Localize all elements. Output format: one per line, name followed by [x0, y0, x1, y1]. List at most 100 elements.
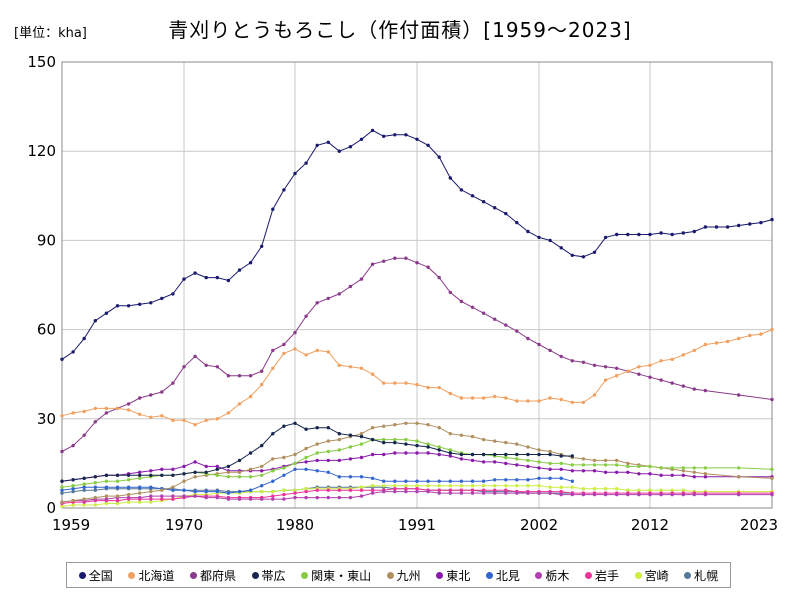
data-point: [193, 354, 197, 359]
data-point: [93, 420, 98, 424]
data-point: [559, 461, 563, 466]
data-point: [615, 470, 619, 474]
data-point: [160, 467, 164, 471]
data-point: [592, 487, 597, 491]
data-point: [437, 155, 441, 159]
data-point: [670, 492, 674, 497]
data-point: [548, 348, 552, 353]
data-point: [692, 475, 696, 479]
data-point: [237, 374, 242, 378]
data-point: [404, 437, 408, 442]
data-point: [60, 491, 64, 495]
data-point: [359, 475, 364, 479]
line-chart: 0 30 60 90 120 150 1959 1970 1980 1991 2002 2012 20…: [27, 53, 778, 534]
data-point: [481, 437, 486, 442]
data-point: [681, 231, 685, 235]
data-point: [248, 475, 253, 479]
data-point: [370, 452, 375, 457]
data-point: [359, 366, 364, 370]
data-point: [293, 491, 297, 495]
data-point: [448, 391, 452, 396]
data-point: [581, 492, 586, 497]
data-point: [659, 231, 663, 235]
data-point: [537, 476, 541, 480]
chart-title: 青刈りとうもろこし（作付面積）[1959〜2023]: [168, 18, 632, 42]
data-point: [337, 292, 341, 296]
data-point: [526, 399, 530, 403]
data-point: [293, 461, 297, 466]
data-point: [570, 400, 574, 405]
data-point: [459, 484, 464, 488]
data-point: [60, 449, 64, 454]
data-point: [171, 292, 175, 296]
data-point: [415, 489, 419, 494]
data-point: [215, 489, 219, 494]
data-point: [681, 473, 685, 477]
data-point: [82, 482, 86, 486]
data-point: [271, 366, 275, 370]
legend-marker: [684, 571, 692, 579]
data-point: [615, 366, 619, 370]
data-point: [748, 222, 752, 226]
data-point: [592, 492, 597, 497]
data-point: [138, 500, 142, 504]
data-point: [115, 479, 120, 483]
data-point: [326, 296, 330, 301]
data-point: [171, 418, 175, 422]
data-point: [326, 140, 330, 144]
data-point: [71, 443, 75, 448]
legend-label: 北見: [495, 568, 520, 583]
data-point: [359, 432, 364, 436]
data-point: [415, 484, 419, 488]
data-point: [626, 492, 630, 497]
data-point: [770, 467, 774, 471]
data-point: [171, 467, 175, 471]
data-point: [315, 348, 319, 353]
data-point: [393, 440, 397, 445]
legend-marker: [386, 571, 394, 579]
data-point: [459, 299, 464, 304]
data-point: [737, 393, 741, 397]
data-point: [82, 433, 86, 437]
data-point: [526, 336, 530, 341]
x-tick-label: 2002: [520, 516, 558, 534]
data-point: [559, 454, 563, 458]
data-point: [126, 500, 131, 504]
data-point: [515, 442, 519, 446]
data-point: [437, 445, 441, 449]
data-point: [626, 461, 630, 466]
data-point: [615, 487, 619, 491]
data-point: [115, 304, 120, 308]
legend-label: 札幌: [694, 568, 719, 583]
data-point: [493, 460, 497, 464]
data-point: [493, 439, 497, 443]
data-point: [448, 488, 452, 492]
data-point: [71, 503, 75, 507]
data-point: [171, 488, 175, 492]
data-point: [326, 449, 330, 454]
data-point: [504, 491, 508, 495]
data-point: [559, 485, 563, 489]
y-tick-label: 120: [27, 142, 56, 160]
data-point: [348, 445, 353, 449]
data-point: [138, 302, 142, 306]
data-point: [559, 467, 563, 471]
series-北海道: [60, 327, 774, 427]
legend-marker: [251, 571, 259, 579]
data-point: [448, 454, 452, 458]
data-point: [326, 426, 330, 430]
data-point: [570, 479, 574, 483]
data-point: [215, 417, 219, 421]
data-point: [304, 455, 308, 460]
data-point: [304, 161, 308, 165]
data-point: [149, 494, 153, 498]
data-point: [315, 143, 319, 147]
data-point: [470, 434, 475, 439]
data-point: [304, 495, 308, 500]
data-point: [548, 461, 552, 466]
data-point: [637, 232, 641, 237]
data-point: [160, 414, 164, 418]
data-point: [393, 437, 397, 442]
data-point: [60, 479, 64, 483]
data-point: [537, 452, 541, 457]
